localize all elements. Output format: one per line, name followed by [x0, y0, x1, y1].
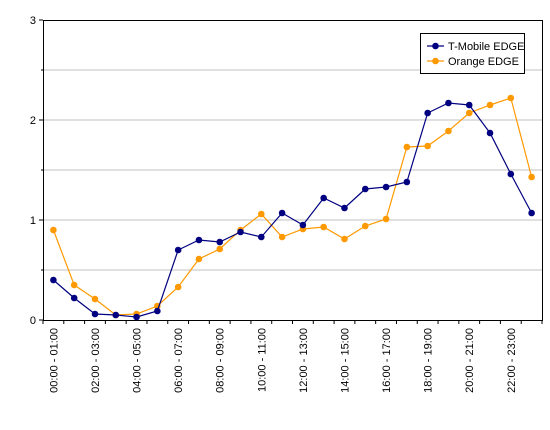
- data-point: [320, 194, 327, 202]
- data-point: [112, 311, 120, 319]
- series-layer: [50, 94, 535, 321]
- data-point: [341, 235, 348, 243]
- data-point: [278, 209, 286, 217]
- series-t-mobile-edge: [50, 99, 535, 321]
- data-point: [507, 94, 515, 102]
- x-tick-label: 20:00 - 21:00: [464, 328, 476, 393]
- data-point: [70, 294, 78, 302]
- data-point: [486, 101, 494, 109]
- legend-swatch-marker: [432, 42, 439, 50]
- data-point: [528, 173, 535, 181]
- x-tick-label: 04:00 - 05:00: [132, 328, 144, 393]
- data-point: [445, 127, 452, 135]
- x-tick-label: 02:00 - 03:00: [90, 328, 102, 393]
- y-tick-label: 3: [30, 15, 36, 27]
- data-point: [91, 310, 99, 318]
- data-point: [382, 215, 390, 223]
- legend-entry: T-Mobile EDGE: [427, 41, 524, 53]
- series-line: [53, 102, 533, 318]
- data-point: [507, 170, 515, 178]
- data-point: [195, 236, 203, 244]
- y-tick-label: 0: [30, 315, 36, 327]
- data-point: [258, 210, 265, 218]
- data-point: [445, 99, 452, 107]
- data-point: [361, 185, 369, 193]
- data-point: [91, 295, 99, 303]
- data-point: [361, 222, 369, 230]
- data-point: [216, 238, 224, 246]
- data-point: [216, 245, 224, 253]
- gridlines: [43, 69, 542, 271]
- x-tick-label: 00:00 - 01:00: [48, 328, 60, 393]
- data-point: [528, 209, 535, 217]
- data-point: [174, 246, 182, 254]
- data-point: [403, 178, 411, 186]
- x-axis: 00:00 - 01:00 02:00 - 03:00 04:00 - 05:00 0…: [42, 320, 543, 393]
- legend-entry: Orange EDGE: [427, 56, 519, 68]
- data-point: [133, 313, 140, 321]
- data-point: [320, 223, 327, 231]
- data-point: [299, 221, 307, 229]
- series-line: [52, 97, 533, 316]
- data-point: [195, 255, 203, 263]
- x-tick-label: 22:00 - 23:00: [506, 328, 518, 393]
- data-point: [341, 204, 348, 212]
- data-point: [70, 281, 78, 289]
- x-tick-label: 08:00 - 09:00: [215, 328, 227, 393]
- x-tick-label: 14:00 - 15:00: [339, 328, 351, 393]
- y-axis: 0 1 2 3: [30, 15, 43, 327]
- legend: T-Mobile EDGE Orange EDGE: [420, 33, 525, 74]
- data-point: [278, 233, 286, 241]
- data-point: [174, 283, 182, 291]
- y-tick-label: 2: [30, 115, 36, 127]
- data-point: [258, 233, 265, 241]
- data-point: [465, 101, 473, 109]
- x-tick-label: 16:00 - 17:00: [381, 328, 393, 393]
- series-orange-edge: [50, 94, 535, 319]
- x-tick-label: 18:00 - 19:00: [423, 328, 435, 393]
- data-point: [237, 228, 244, 236]
- legend-box: [420, 33, 525, 74]
- x-tick-label: 12:00 - 13:00: [298, 328, 310, 393]
- data-point: [486, 129, 494, 137]
- data-point: [154, 307, 161, 315]
- x-tick-label: 10:00 - 11:00: [256, 328, 268, 392]
- data-point: [465, 109, 473, 117]
- data-point: [424, 109, 431, 117]
- data-point: [50, 276, 57, 284]
- data-point: [403, 143, 411, 151]
- data-point: [424, 142, 431, 150]
- data-point: [50, 226, 57, 234]
- y-tick-label: 1: [30, 215, 36, 227]
- legend-label: Orange EDGE: [448, 56, 519, 68]
- legend-label: T-Mobile EDGE: [448, 41, 524, 53]
- legend-swatch-marker: [432, 57, 439, 65]
- data-point: [382, 183, 390, 191]
- x-tick-label: 06:00 - 07:00: [173, 328, 185, 393]
